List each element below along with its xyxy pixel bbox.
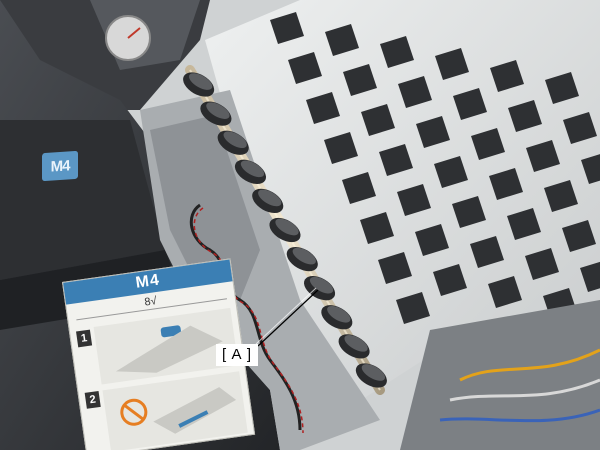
bin-slot [580,261,600,292]
bin-slot [471,128,505,160]
bin-slot [581,154,600,184]
bin-slot [526,140,560,172]
bin-slot [324,132,358,164]
feed-roller [321,305,353,330]
feed-roller [217,130,249,155]
bin-slot [435,48,469,80]
feed-roller [355,363,387,388]
bin-slot [545,72,579,104]
bin-slot [508,100,542,132]
bin-slot [379,144,413,176]
roller-set [183,72,387,388]
label-illustration [93,307,248,450]
bin-slot [361,104,395,136]
bin-slot [434,156,468,188]
bin-slot [360,212,394,244]
feed-roller [286,246,318,272]
bin-slot [562,220,596,252]
m4-tag-icon [160,325,182,338]
bin-slot [343,64,377,96]
bin-slots [270,12,600,324]
bin-slot [415,224,449,256]
callout-leader [257,289,319,347]
feed-roller [338,334,370,359]
bin-slot [396,292,430,324]
bin-slot [342,172,376,204]
bin-slot [563,112,597,144]
feed-roller [200,101,232,126]
bin-slot [544,180,578,212]
callout-label-a: [ A ] [216,344,259,366]
bin-slot [306,92,340,124]
bin-slot [452,196,486,228]
feed-roller [234,159,267,184]
bin-slot [270,12,304,44]
bin-slot [490,60,524,92]
bin-slot [525,248,559,280]
bin-slot [489,168,523,200]
bin-slot [488,276,522,308]
bin-slot [433,264,467,296]
instruction-label: M4 8√ 1 2 [62,258,256,450]
m4-badge: M4 [42,150,78,182]
bin-slot [470,236,504,268]
bin-slot [325,24,359,56]
feed-roller [269,217,301,243]
bin-slot [397,184,431,216]
bin-slot [380,36,414,68]
prohibit-icon [120,398,148,426]
bin-slot [288,52,322,84]
bin-slot [378,252,412,284]
bin-slot [507,208,541,240]
feed-roller [252,188,284,214]
feed-roller [183,72,215,97]
bin-slot [416,116,450,148]
bin-slot [398,76,432,108]
feed-roller [303,276,336,301]
bin-slot [453,88,487,120]
wire-harness [189,203,302,431]
